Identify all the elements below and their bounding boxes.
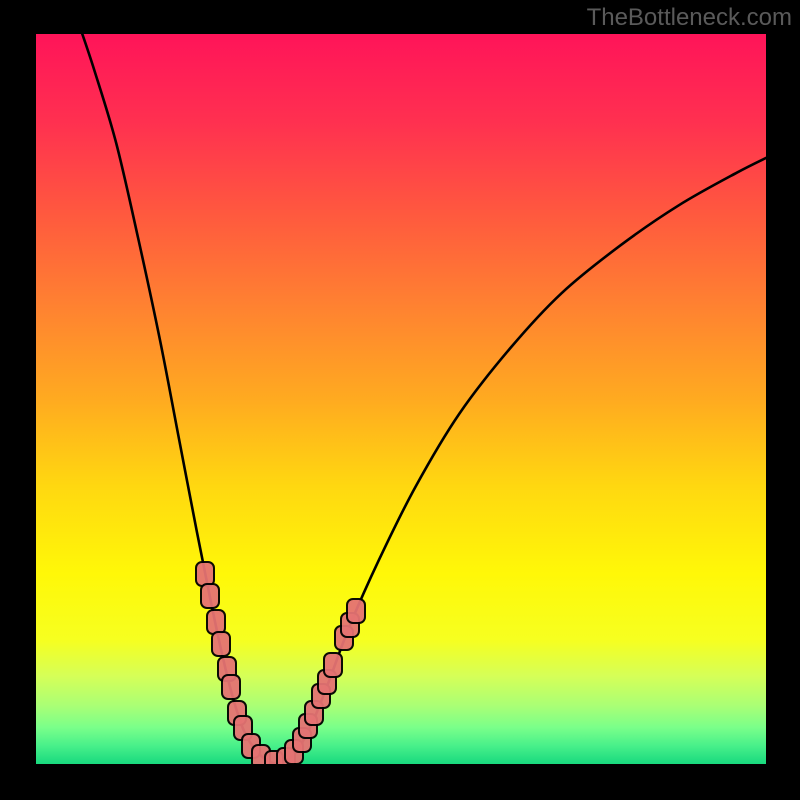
data-marker [323,652,343,678]
data-marker [221,674,241,700]
border-right [766,0,800,800]
data-marker [346,598,366,624]
plot-area [36,34,766,764]
watermark-text: TheBottleneck.com [587,4,792,32]
data-marker [200,583,220,609]
chart-stage: TheBottleneck.com [0,0,800,800]
data-markers-group [36,34,766,764]
border-left [0,0,36,800]
data-marker [211,631,231,657]
border-bottom [0,764,800,800]
